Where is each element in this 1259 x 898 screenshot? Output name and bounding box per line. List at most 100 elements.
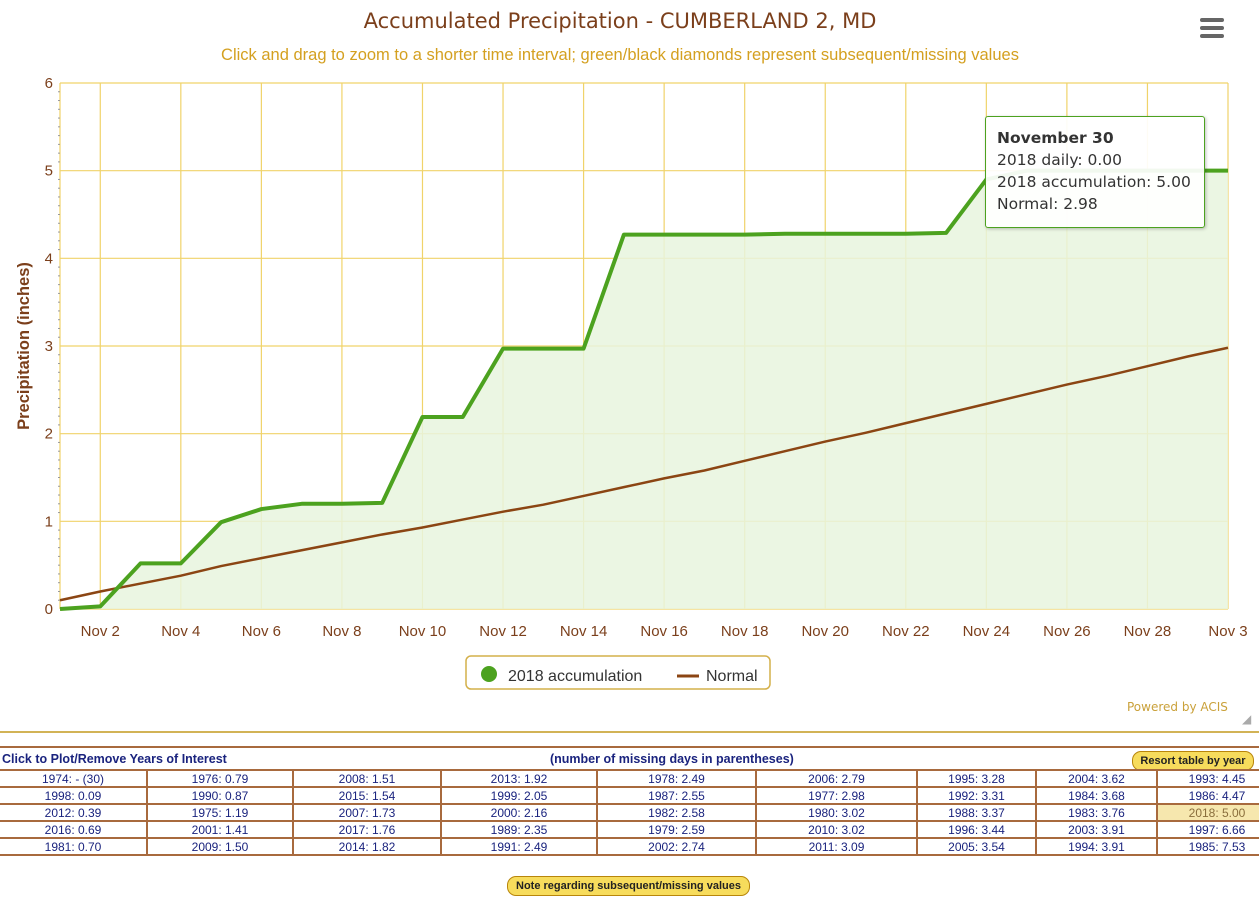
data-point-normal[interactable] (380, 532, 384, 536)
data-point-normal[interactable] (1105, 374, 1109, 378)
data-point-normal[interactable] (139, 582, 143, 586)
data-point-2018[interactable] (783, 232, 787, 236)
data-point-normal[interactable] (340, 540, 344, 544)
year-cell[interactable]: 1996: 3.44 (916, 820, 1037, 839)
data-point-normal[interactable] (984, 402, 988, 406)
data-point-2018[interactable] (541, 347, 545, 351)
year-cell[interactable]: 1984: 3.68 (1035, 786, 1158, 805)
year-cell[interactable]: 1997: 6.66 (1156, 820, 1259, 839)
powered-by-link[interactable]: Powered by ACIS (1127, 700, 1228, 714)
year-cell[interactable]: 2018: 5.00 (1156, 803, 1259, 822)
year-cell[interactable]: 2012: 0.39 (0, 803, 148, 822)
data-point-normal[interactable] (98, 589, 102, 593)
data-point-normal[interactable] (1226, 346, 1230, 350)
data-point-normal[interactable] (662, 476, 666, 480)
data-point-2018[interactable] (702, 233, 706, 237)
data-point-2018[interactable] (420, 415, 424, 419)
data-point-2018[interactable] (461, 415, 465, 419)
year-cell[interactable]: 1990: 0.87 (146, 786, 294, 805)
chart-area[interactable]: Accumulated Precipitation - CUMBERLAND 2… (0, 0, 1259, 730)
year-cell[interactable]: 1981: 0.70 (0, 837, 148, 856)
data-point-2018[interactable] (380, 501, 384, 505)
year-cell[interactable]: 2006: 2.79 (755, 769, 918, 788)
data-point-2018[interactable] (259, 507, 263, 511)
year-cell[interactable]: 1988: 3.37 (916, 803, 1037, 822)
data-point-2018[interactable] (864, 232, 868, 236)
year-cell[interactable]: 1982: 2.58 (596, 803, 757, 822)
year-cell[interactable]: 2010: 3.02 (755, 820, 918, 839)
year-cell[interactable]: 2015: 1.54 (292, 786, 442, 805)
year-cell[interactable]: 1994: 3.91 (1035, 837, 1158, 856)
hamburger-menu-icon[interactable] (1196, 14, 1228, 42)
data-point-normal[interactable] (864, 431, 868, 435)
year-cell[interactable]: 2014: 1.82 (292, 837, 442, 856)
year-cell[interactable]: 2011: 3.09 (755, 837, 918, 856)
year-cell[interactable]: 1974: - (30) (0, 769, 148, 788)
year-cell[interactable]: 2007: 1.73 (292, 803, 442, 822)
data-point-2018[interactable] (662, 233, 666, 237)
data-point-2018[interactable] (179, 561, 183, 565)
data-point-normal[interactable] (1025, 392, 1029, 396)
legend-label-normal[interactable]: Normal (706, 668, 758, 685)
data-point-normal[interactable] (179, 574, 183, 578)
data-point-normal[interactable] (904, 421, 908, 425)
data-point-normal[interactable] (501, 510, 505, 514)
year-cell[interactable]: 2005: 3.54 (916, 837, 1037, 856)
data-point-2018[interactable] (904, 232, 908, 236)
year-cell[interactable]: 2017: 1.76 (292, 820, 442, 839)
data-point-normal[interactable] (1186, 355, 1190, 359)
year-cell[interactable]: 1980: 3.02 (755, 803, 918, 822)
year-cell[interactable]: 2002: 2.74 (596, 837, 757, 856)
year-cell[interactable]: 2004: 3.62 (1035, 769, 1158, 788)
data-point-normal[interactable] (1065, 383, 1069, 387)
year-cell[interactable]: 1987: 2.55 (596, 786, 757, 805)
year-cell[interactable]: 2013: 1.92 (440, 769, 598, 788)
year-cell[interactable]: 1976: 0.79 (146, 769, 294, 788)
data-point-2018[interactable] (622, 233, 626, 237)
year-cell[interactable]: 2008: 1.51 (292, 769, 442, 788)
resize-handle-icon[interactable]: ◢ (1242, 712, 1252, 726)
data-point-normal[interactable] (783, 449, 787, 453)
data-point-normal[interactable] (823, 440, 827, 444)
year-cell[interactable]: 1991: 2.49 (440, 837, 598, 856)
data-point-2018[interactable] (582, 347, 586, 351)
data-point-normal[interactable] (461, 518, 465, 522)
precipitation-chart[interactable]: Accumulated Precipitation - CUMBERLAND 2… (0, 0, 1259, 730)
year-cell[interactable]: 2001: 1.41 (146, 820, 294, 839)
legend-label-2018[interactable]: 2018 accumulation (508, 668, 642, 685)
year-cell[interactable]: 2000: 2.16 (440, 803, 598, 822)
year-cell[interactable]: 1979: 2.59 (596, 820, 757, 839)
year-cell[interactable]: 1999: 2.05 (440, 786, 598, 805)
year-cell[interactable]: 1985: 7.53 (1156, 837, 1259, 856)
data-point-2018[interactable] (340, 502, 344, 506)
data-point-2018[interactable] (58, 607, 62, 611)
data-point-normal[interactable] (1145, 364, 1149, 368)
year-cell[interactable]: 2003: 3.91 (1035, 820, 1158, 839)
year-cell[interactable]: 1993: 4.45 (1156, 769, 1259, 788)
data-point-2018[interactable] (219, 520, 223, 524)
note-button[interactable]: Note regarding subsequent/missing values (507, 876, 750, 896)
resort-table-button[interactable]: Resort table by year (1132, 751, 1254, 771)
data-point-normal[interactable] (58, 598, 62, 602)
series-normal-line[interactable] (59, 346, 1229, 602)
year-cell[interactable]: 1977: 2.98 (755, 786, 918, 805)
data-point-2018[interactable] (1226, 169, 1230, 173)
data-point-normal[interactable] (420, 525, 424, 529)
data-point-normal[interactable] (259, 556, 263, 560)
year-cell[interactable]: 1995: 3.28 (916, 769, 1037, 788)
data-point-normal[interactable] (219, 564, 223, 568)
data-point-normal[interactable] (300, 548, 304, 552)
data-point-normal[interactable] (622, 485, 626, 489)
data-point-normal[interactable] (743, 459, 747, 463)
data-point-2018[interactable] (944, 231, 948, 235)
year-cell[interactable]: 1983: 3.76 (1035, 803, 1158, 822)
legend[interactable]: 2018 accumulation Normal (465, 655, 771, 690)
year-cell[interactable]: 1989: 2.35 (440, 820, 598, 839)
data-point-normal[interactable] (702, 468, 706, 472)
year-cell[interactable]: 1992: 3.31 (916, 786, 1037, 805)
data-point-normal[interactable] (582, 494, 586, 498)
year-cell[interactable]: 2009: 1.50 (146, 837, 294, 856)
data-point-normal[interactable] (541, 503, 545, 507)
data-point-2018[interactable] (300, 502, 304, 506)
data-point-2018[interactable] (823, 232, 827, 236)
